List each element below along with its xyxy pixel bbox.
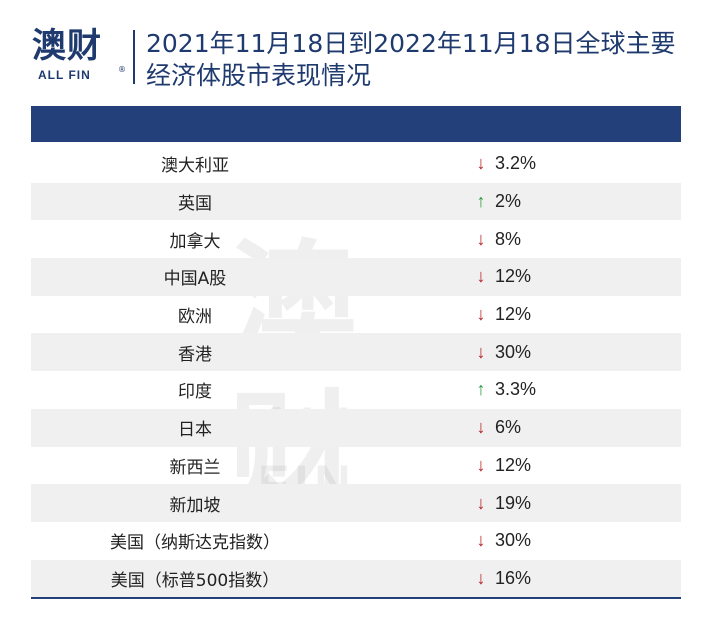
arrow-up-icon: ↑ bbox=[476, 191, 486, 212]
table-bottom-border bbox=[31, 597, 681, 599]
table-row: 澳大利亚 ↓ 3.2% bbox=[31, 145, 681, 183]
change-value: 30% bbox=[495, 530, 532, 551]
table-row: 香港 ↓ 30% bbox=[31, 333, 681, 372]
table-row: 美国（纳斯达克指数） ↓ 30% bbox=[31, 522, 681, 560]
change-value: 19% bbox=[495, 492, 532, 513]
table-row: 欧洲 ↓ 12% bbox=[31, 296, 681, 334]
market-name: 新西兰 bbox=[169, 457, 221, 478]
arrow-up-icon: ↑ bbox=[476, 379, 486, 400]
page-title: 2021年11月18日到2022年11月18日全球主要经济体股市表现情况 bbox=[146, 29, 676, 90]
arrow-down-icon: ↓ bbox=[476, 341, 486, 362]
market-change: ↓ 8% bbox=[473, 228, 522, 250]
change-value: 6% bbox=[495, 417, 522, 438]
arrow-down-icon: ↓ bbox=[476, 266, 486, 287]
table-row: 新加坡 ↓ 19% bbox=[31, 484, 681, 522]
market-name: 美国（纳斯达克指数） bbox=[110, 533, 280, 554]
registered-mark: ® bbox=[118, 65, 126, 74]
change-value: 30% bbox=[495, 341, 532, 362]
logo-text: 澳财 bbox=[32, 26, 102, 66]
brand-logo: 澳财 ALL FIN ® bbox=[30, 26, 126, 88]
market-name: 日本 bbox=[178, 420, 212, 441]
change-value: 3.2% bbox=[495, 153, 537, 174]
market-change: ↓ 16% bbox=[473, 567, 532, 589]
market-name: 美国（标普500指数） bbox=[110, 570, 280, 591]
table-row: 中国A股 ↓ 12% bbox=[31, 258, 681, 296]
market-name: 英国 bbox=[178, 194, 212, 215]
performance-table: 澳大利亚 ↓ 3.2% 英国 ↑ 2% 加拿大 ↓ 8% 中国A股 ↓ 12% 欧洲 ↓ 12% 香港 ↓ 30%… bbox=[31, 145, 681, 598]
market-name: 加拿大 bbox=[169, 231, 221, 252]
table-row: 英国 ↑ 2% bbox=[31, 182, 681, 221]
table-header-bar bbox=[31, 106, 681, 142]
change-value: 12% bbox=[495, 304, 532, 325]
market-change: ↓ 3.2% bbox=[473, 153, 537, 174]
market-name: 欧洲 bbox=[178, 307, 212, 328]
market-change: ↓ 12% bbox=[473, 304, 532, 325]
arrow-down-icon: ↓ bbox=[476, 454, 486, 475]
table-row: 新西兰 ↓ 12% bbox=[31, 447, 681, 485]
table-row: 美国（标普500指数） ↓ 16% bbox=[31, 559, 681, 598]
arrow-down-icon: ↓ bbox=[476, 567, 486, 588]
table-row: 印度 ↑ 3.3% bbox=[31, 371, 681, 409]
market-change: ↓ 12% bbox=[473, 266, 532, 287]
market-name: 新加坡 bbox=[169, 495, 221, 516]
logo-subtext: ALL FIN bbox=[38, 68, 91, 82]
market-change: ↑ 2% bbox=[473, 191, 522, 212]
change-value: 3.3% bbox=[495, 379, 537, 400]
arrow-down-icon: ↓ bbox=[476, 417, 486, 438]
market-change: ↓ 6% bbox=[473, 417, 522, 438]
arrow-down-icon: ↓ bbox=[476, 492, 486, 513]
market-name: 澳大利亚 bbox=[161, 156, 229, 177]
title-divider bbox=[133, 30, 135, 84]
market-change: ↓ 30% bbox=[473, 341, 532, 363]
arrow-down-icon: ↓ bbox=[476, 530, 486, 551]
change-value: 12% bbox=[495, 454, 532, 475]
arrow-down-icon: ↓ bbox=[476, 304, 486, 325]
table-row: 日本 ↓ 6% bbox=[31, 408, 681, 447]
arrow-down-icon: ↓ bbox=[476, 153, 486, 174]
market-change: ↑ 3.3% bbox=[473, 379, 537, 400]
market-change: ↓ 19% bbox=[473, 492, 532, 514]
market-name: 香港 bbox=[178, 344, 212, 365]
change-value: 16% bbox=[495, 567, 532, 588]
change-value: 12% bbox=[495, 266, 532, 287]
market-change: ↓ 30% bbox=[473, 530, 532, 551]
market-name: 中国A股 bbox=[163, 269, 227, 290]
arrow-down-icon: ↓ bbox=[476, 228, 486, 249]
market-name: 印度 bbox=[178, 382, 212, 403]
table-row: 加拿大 ↓ 8% bbox=[31, 220, 681, 258]
change-value: 8% bbox=[495, 228, 522, 249]
market-change: ↓ 12% bbox=[473, 454, 532, 476]
change-value: 2% bbox=[495, 191, 522, 212]
